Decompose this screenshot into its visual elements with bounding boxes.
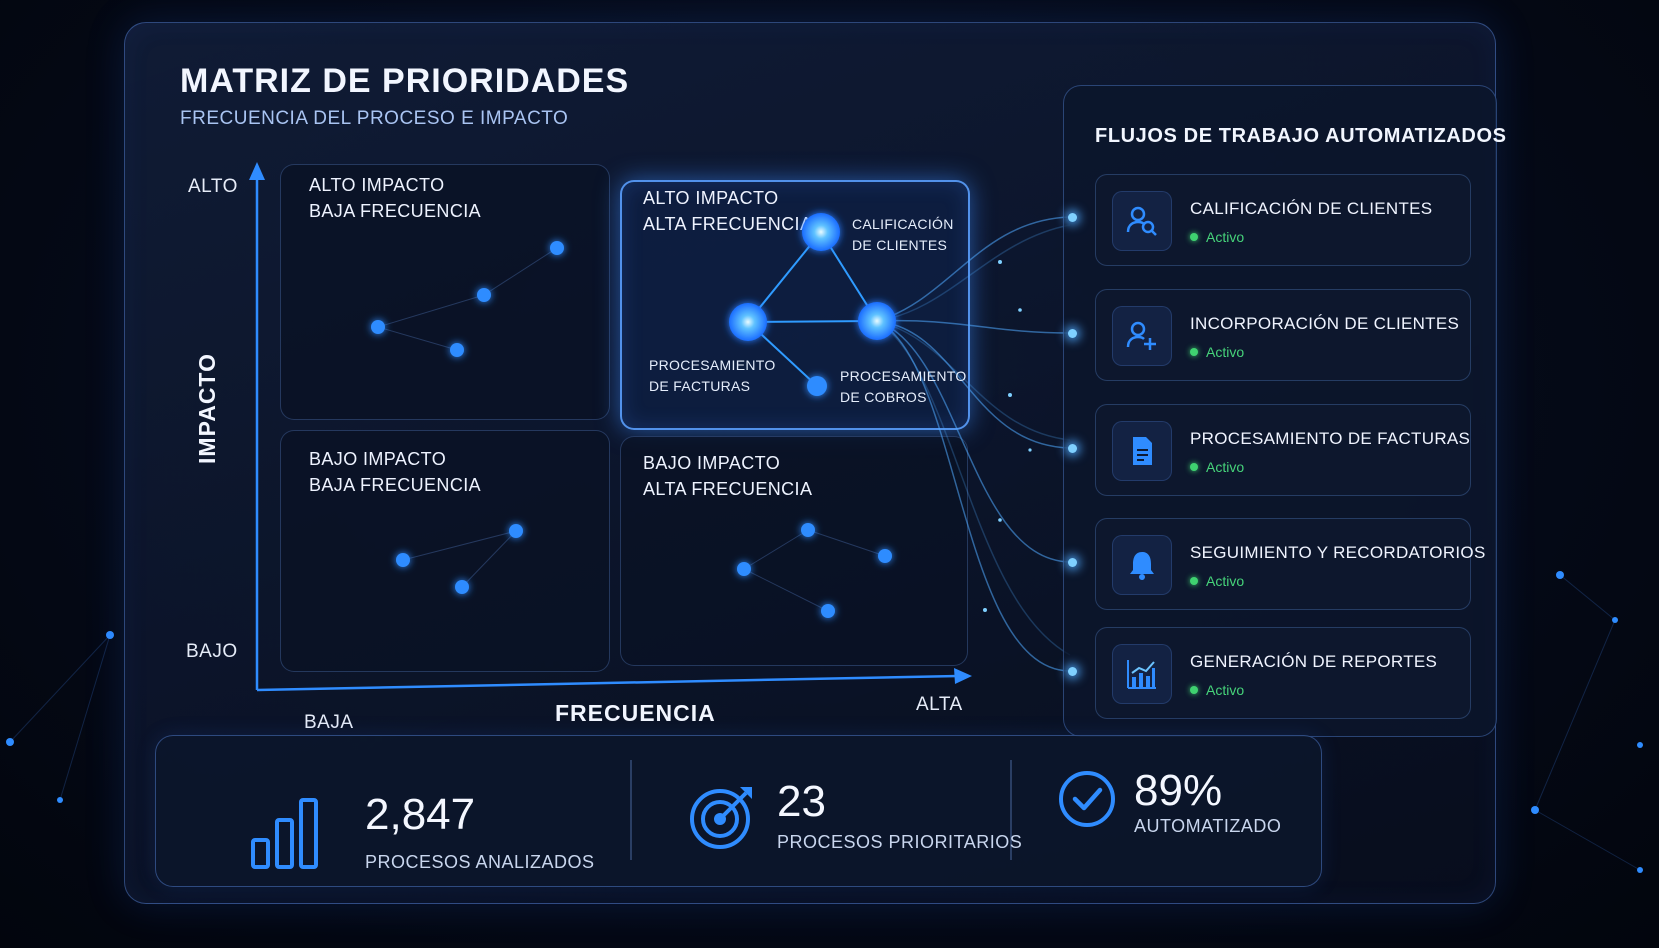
quadrant-br-line1: BAJO IMPACTO [643,453,781,473]
workflow-status: Activo [1190,344,1244,360]
y-axis-low-label: BAJO [186,641,238,662]
page-title: MATRIZ DE PRIORIDADES [180,62,630,100]
node-label-calificacion: CALIFICACIÓN DE CLIENTES [852,214,954,256]
node-label-facturas: PROCESAMIENTO DE FACTURAS [649,355,776,397]
connector-endpoint [1068,558,1077,567]
stats-divider [1010,760,1012,860]
workflow-status: Activo [1190,229,1244,245]
stats-bar [155,735,1322,887]
workflow-name: GENERACIÓN DE REPORTES [1190,652,1438,671]
stats-divider [630,760,632,860]
node-calificacion[interactable] [802,213,840,251]
stat-automated-label: AUTOMATIZADO [1134,816,1282,836]
scatter-point [371,320,385,334]
node-facturas-line1: PROCESAMIENTO [649,357,776,373]
x-axis-title: FRECUENCIA [555,700,716,726]
node-facturas[interactable] [729,303,767,341]
scatter-point [450,343,464,357]
quadrant-bl-line2: BAJA FRECUENCIA [309,475,482,495]
quadrant-tr-line1: ALTO IMPACTO [643,188,779,208]
scatter-point [550,241,564,255]
quadrant-label-tr: ALTO IMPACTO ALTA FRECUENCIA [643,185,812,237]
bar-chart-icon [251,798,318,869]
scatter-point [737,562,751,576]
page-subtitle: FRECUENCIA DEL PROCESO E IMPACTO [180,108,569,129]
bar-chart-icon [1112,644,1172,704]
connector-endpoint [1068,329,1077,338]
node-cobros-line2: DE COBROS [840,389,927,405]
workflow-card[interactable]: INCORPORACIÓN DE CLIENTES Activo [1095,289,1471,381]
workflow-status: Activo [1190,682,1244,698]
node-facturas-line2: DE FACTURAS [649,378,751,394]
scatter-point [455,580,469,594]
workflow-status: Activo [1190,459,1244,475]
node-calificacion-line1: CALIFICACIÓN [852,216,954,232]
quadrant-low-impact-high-frequency[interactable] [620,436,968,666]
workflow-name: PROCESAMIENTO DE FACTURAS [1190,429,1471,448]
node-cobros-hub[interactable] [858,302,896,340]
scatter-point [821,604,835,618]
workflow-card[interactable]: CALIFICACIÓN DE CLIENTES Activo [1095,174,1471,266]
quadrant-br-line2: ALTA FRECUENCIA [643,479,813,499]
stat-priority-value: 23 [777,777,826,826]
workflow-card[interactable]: SEGUIMIENTO Y RECORDATORIOS Activo [1095,518,1485,610]
scatter-point [396,553,410,567]
quadrant-label-bl: BAJO IMPACTO BAJA FRECUENCIA [309,446,481,498]
stat-analyzed-value: 2,847 [365,790,476,839]
node-label-cobros: PROCESAMIENTO DE COBROS [840,366,967,408]
scatter-tl [377,247,558,351]
quadrant-low-impact-low-frequency[interactable] [280,430,610,672]
quadrant-tl-line2: BAJA FRECUENCIA [309,201,482,221]
quadrant-bl-line1: BAJO IMPACTO [309,449,447,469]
stat-priority-label: PROCESOS PRIORITARIOS [777,832,1023,852]
scatter-point [801,523,815,537]
x-axis-low-label: BAJA [304,712,354,733]
workflow-card[interactable]: PROCESAMIENTO DE FACTURAS Activo [1095,404,1471,496]
stat-automated-value: 89% [1134,766,1223,815]
scatter-point [878,549,892,563]
workflow-connectors [876,216,1071,672]
target-icon [690,787,752,849]
workflow-name: SEGUIMIENTO Y RECORDATORIOS [1190,543,1486,562]
check-circle-icon [1059,771,1115,827]
workflow-status: Activo [1190,573,1244,589]
node-cobros[interactable] [807,376,827,396]
stat-analyzed-label: PROCESOS ANALIZADOS [365,852,595,872]
quadrant-tr-line2: ALTA FRECUENCIA [643,214,813,234]
scatter-point [477,288,491,302]
quadrant-tl-line1: ALTO IMPACTO [309,175,445,195]
quadrant-label-br: BAJO IMPACTO ALTA FRECUENCIA [643,450,812,502]
connector-endpoint [1068,213,1077,222]
quadrant-high-impact-low-frequency[interactable] [280,164,610,420]
workflow-card[interactable]: GENERACIÓN DE REPORTES Activo [1095,627,1471,719]
x-axis-high-label: ALTA [916,694,963,715]
workflow-name: INCORPORACIÓN DE CLIENTES [1190,314,1460,333]
y-axis-high-label: ALTO [188,176,238,197]
workflow-name: CALIFICACIÓN DE CLIENTES [1190,199,1433,218]
y-axis [249,162,265,690]
bell-icon [1112,535,1172,595]
connector-endpoint [1068,667,1077,676]
x-axis [256,668,972,692]
node-calificacion-line2: DE CLIENTES [852,237,948,253]
connector-endpoint [1068,444,1077,453]
quadrant-label-tl: ALTO IMPACTO BAJA FRECUENCIA [309,172,481,224]
scatter-point [509,524,523,538]
workflows-title: FLUJOS DE TRABAJO AUTOMATIZADOS [1095,125,1507,147]
user-search-icon [1112,191,1172,251]
user-add-icon [1112,306,1172,366]
node-cobros-line1: PROCESAMIENTO [840,368,967,384]
document-icon [1112,421,1172,481]
